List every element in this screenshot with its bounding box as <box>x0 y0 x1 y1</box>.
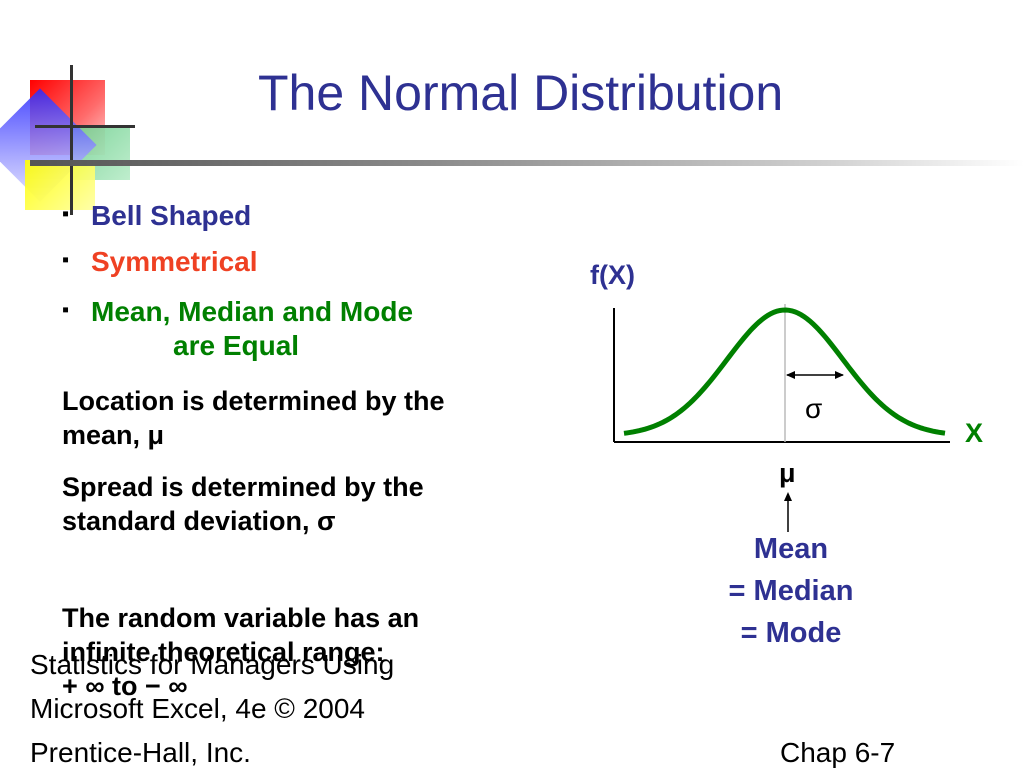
sigma-label: σ <box>805 393 823 424</box>
x-axis-label: X <box>965 418 984 448</box>
median-line-label: = Median <box>728 575 854 607</box>
location-line1: Location is determined by the <box>62 386 445 416</box>
spread-paragraph: Spread is determined by the standard dev… <box>62 470 424 538</box>
y-axis-label: f(X) <box>590 260 635 290</box>
bullet-text-cont: are Equal <box>173 330 300 361</box>
bell-curve <box>623 307 946 436</box>
range-paragraph: The random variable has an infinite theo… <box>62 601 419 703</box>
bullet-marker: ▪ <box>62 249 70 271</box>
range-line1: The random variable has an <box>62 603 420 633</box>
spread-line1: Spread is determined by the <box>62 472 424 502</box>
mean-line-label: Mean <box>753 533 829 565</box>
mean-median-mode-label: Mean = Median = Mode <box>700 528 882 654</box>
footer-line2: Microsoft Excel, 4e © 2004 <box>30 693 366 724</box>
range-line3: + ∞ to − ∞ <box>62 671 188 701</box>
footer-chapter: Chap 6-7 <box>780 737 896 768</box>
slide-title: The Normal Distribution <box>258 65 784 121</box>
title-divider <box>30 160 1024 166</box>
mode-line-label: = Mode <box>740 617 842 649</box>
footer-source: Statistics for Managers Using Microsoft … <box>30 643 394 775</box>
footer-line1: Statistics for Managers Using <box>30 649 395 680</box>
bullet-text: Bell Shaped <box>91 200 252 231</box>
bullet-mean-median-mode-cont: are Equal <box>173 330 299 362</box>
bullet-text: Mean, Median and Mode <box>91 296 414 327</box>
sigma-arrow-right-head <box>835 371 844 379</box>
mu-pointer-arrow <box>784 492 792 532</box>
range-line2: infinite theoretical range: <box>62 637 385 667</box>
footer-line3: Prentice-Hall, Inc. <box>30 737 251 768</box>
bullet-marker: ▪ <box>62 299 70 321</box>
location-paragraph: Location is determined by the mean, μ <box>62 384 445 452</box>
bullet-marker: ▪ <box>62 203 70 225</box>
bullet-text: Symmetrical <box>91 246 258 277</box>
bell-curve-graph <box>613 304 950 443</box>
location-line2: mean, μ <box>62 420 165 450</box>
spread-line2: standard deviation, σ <box>62 506 336 536</box>
mu-label: μ <box>779 458 796 488</box>
sigma-arrow-left-head <box>786 371 795 379</box>
decorative-logo <box>0 65 140 215</box>
